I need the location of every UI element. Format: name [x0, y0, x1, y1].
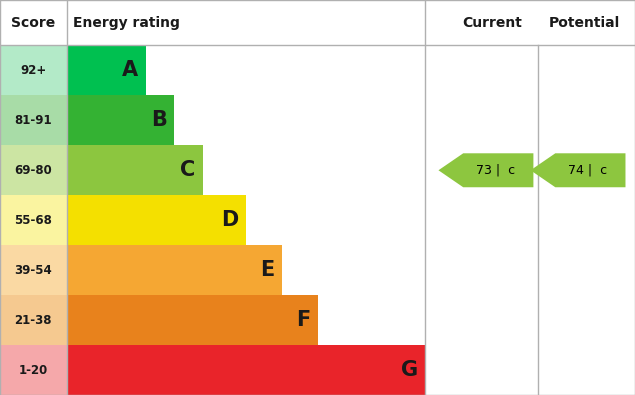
Bar	[0, 245, 67, 295]
Polygon shape	[531, 153, 625, 187]
Bar	[67, 195, 246, 245]
Bar	[0, 295, 67, 345]
Text: 73 |  c: 73 | c	[476, 164, 516, 177]
Polygon shape	[438, 153, 533, 187]
Text: E: E	[260, 260, 274, 280]
Text: 69-80: 69-80	[15, 164, 52, 177]
Text: 92+: 92+	[20, 64, 46, 77]
Text: 21-38: 21-38	[15, 314, 52, 327]
Bar	[67, 45, 145, 95]
Bar	[0, 195, 67, 245]
Text: 1-20: 1-20	[18, 363, 48, 376]
Bar	[67, 95, 174, 145]
Text: F: F	[296, 310, 310, 330]
Text: Current: Current	[462, 16, 522, 30]
Bar	[67, 145, 203, 195]
Text: G: G	[401, 360, 418, 380]
Text: B: B	[150, 110, 166, 130]
Text: C: C	[180, 160, 196, 180]
Bar	[0, 45, 67, 95]
Text: 74 |  c: 74 | c	[568, 164, 608, 177]
Bar	[67, 295, 318, 345]
Text: Score: Score	[11, 16, 55, 30]
Text: D: D	[221, 210, 238, 230]
Bar	[67, 245, 282, 295]
Text: A: A	[122, 60, 138, 81]
Bar	[0, 95, 67, 145]
Text: 39-54: 39-54	[15, 263, 52, 276]
Text: 81-91: 81-91	[15, 114, 52, 127]
Text: Energy rating: Energy rating	[73, 16, 180, 30]
Bar	[67, 345, 425, 395]
Text: Potential: Potential	[549, 16, 620, 30]
Bar	[0, 145, 67, 195]
Text: 55-68: 55-68	[15, 214, 52, 227]
Bar	[0, 345, 67, 395]
